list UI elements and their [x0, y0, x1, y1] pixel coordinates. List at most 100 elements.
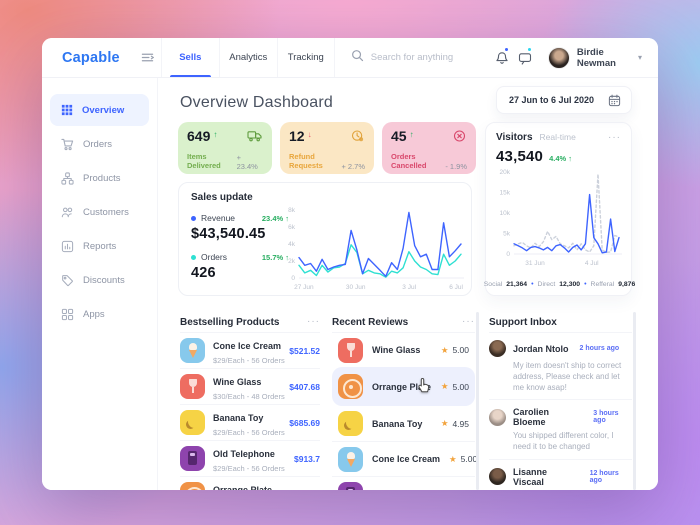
- more-icon[interactable]: ···: [307, 316, 320, 327]
- visitors-line-chart[interactable]: 20k 15k 10k 5k 0 31 Jun 4 Jul: [496, 167, 623, 267]
- user-menu[interactable]: Birdie Newman ▾: [536, 38, 658, 77]
- orders-label: Orders: [201, 252, 227, 262]
- svg-text:20k: 20k: [500, 169, 511, 176]
- product-icon: [180, 482, 205, 490]
- revenue-label: Revenue: [201, 213, 236, 223]
- notification-dot: [504, 47, 510, 52]
- svg-text:3 Jul: 3 Jul: [402, 284, 416, 291]
- message-dot: [526, 47, 532, 52]
- support-inbox-panel: Support Inbox Jordan Ntolo 2 hours ago M…: [489, 312, 636, 490]
- star-icon: ★: [440, 418, 449, 428]
- star-icon: ★: [440, 344, 449, 355]
- cart-icon: [61, 138, 74, 150]
- bullet-icon: •: [531, 281, 534, 288]
- svg-text:5k: 5k: [503, 231, 511, 238]
- messages-icon[interactable]: [513, 38, 536, 77]
- sidebar-item-apps[interactable]: Apps: [50, 298, 149, 330]
- box-network-icon: [61, 171, 74, 185]
- sidebar-item-customers[interactable]: Customers: [50, 196, 149, 228]
- svg-text:27 Jun: 27 Jun: [294, 284, 314, 291]
- sidebar-item-overview[interactable]: Overview: [50, 94, 149, 126]
- truck-icon: [247, 129, 263, 148]
- star-icon: ★: [449, 453, 457, 464]
- orders-delta: 15.7% ↑: [261, 252, 289, 262]
- search-input[interactable]: [370, 52, 491, 63]
- grid-icon: [61, 104, 73, 116]
- product-icon: [338, 481, 363, 490]
- svg-text:2k: 2k: [288, 258, 296, 265]
- tab-tracking[interactable]: Tracking: [276, 38, 335, 77]
- svg-text:0: 0: [291, 275, 295, 282]
- star-icon: ★: [440, 381, 449, 391]
- avatar: [489, 468, 506, 486]
- avatar: [489, 408, 506, 426]
- sidebar-item-products[interactable]: Products: [50, 162, 149, 194]
- revenue-delta: 23.4% ↑: [261, 213, 289, 223]
- svg-text:30 Jun: 30 Jun: [346, 284, 366, 291]
- notifications-bell-icon[interactable]: [491, 38, 514, 77]
- review-row-highlighted[interactable]: Orrange Plate ★ 5.00: [332, 367, 475, 406]
- product-row[interactable]: Wine Glass $30/Each - 48 Orders $407.68: [180, 368, 320, 404]
- product-icon: [180, 410, 205, 435]
- more-icon[interactable]: ···: [608, 132, 621, 143]
- product-row[interactable]: Orrange Plate$29/Each - 56 Orders $682.1…: [180, 476, 320, 490]
- svg-text:6k: 6k: [288, 224, 296, 231]
- app-window: Capable Sells Analytics Tracking Birdie …: [42, 38, 658, 490]
- tab-sells[interactable]: Sells: [160, 38, 219, 77]
- inbox-scrollbar[interactable]: [633, 312, 636, 490]
- recent-reviews-panel: Recent Reviews ··· Wine Glass ★ 5.00 Orra…: [332, 312, 479, 490]
- tab-analytics[interactable]: Analytics: [218, 38, 277, 77]
- users-icon: [61, 207, 73, 217]
- trend-down-icon: ↓: [307, 130, 312, 139]
- reviews-scrollbar[interactable]: [476, 312, 479, 490]
- visitors-card: Visitors Real-time ··· 43,540 4.4% ↑ 20k…: [484, 122, 635, 296]
- review-row[interactable]: Old Telephone ★4.39: [332, 476, 475, 490]
- visitors-value: 43,540: [496, 148, 544, 165]
- review-row[interactable]: Cone Ice Cream ★ 5.00: [332, 441, 477, 476]
- stat-card-items-delivered[interactable]: 649 ↑ Items Delivered + 23.4%: [178, 122, 272, 174]
- product-icon: [338, 411, 363, 436]
- review-row[interactable]: Banana Toy ★ 4.95: [332, 406, 475, 441]
- date-range-picker[interactable]: 27 Jun to 6 Jul 2020: [495, 86, 632, 114]
- product-icon: [338, 337, 363, 363]
- page-title: Overview Dashboard: [180, 94, 333, 111]
- apps-icon: [61, 308, 74, 320]
- svg-text:4 Jul: 4 Jul: [585, 260, 599, 267]
- product-icon: [338, 446, 363, 472]
- svg-text:10k: 10k: [500, 210, 511, 217]
- product-icon: [338, 374, 363, 399]
- sales-title: Sales update: [191, 192, 253, 203]
- svg-text:31 Jun: 31 Jun: [525, 260, 545, 267]
- inbox-message-row[interactable]: Jordan Ntolo 2 hours ago My item doesn't…: [489, 332, 632, 399]
- products-title: Bestselling Products: [180, 316, 280, 328]
- search-bar: [335, 38, 491, 77]
- user-avatar: [547, 46, 570, 69]
- svg-text:4k: 4k: [288, 241, 296, 248]
- sidebar-item-discounts[interactable]: Discounts: [50, 264, 149, 296]
- sales-update-card: Sales update Revenue 23.4% ↑ $43,540.45 …: [178, 182, 472, 296]
- sidebar-item-orders[interactable]: Orders: [50, 128, 149, 160]
- product-row[interactable]: Banana Toy $29/Each - 56 Orders $685.69: [180, 404, 320, 440]
- stat-card-orders-cancelled[interactable]: 45 ↑ Orders Cancelled - 1.9%: [382, 122, 476, 174]
- date-range-value: 27 Jun to 6 Jul 2020: [508, 95, 594, 105]
- inbox-message-row[interactable]: Lisanne Viscaal 12 hours ago Can you ple…: [489, 458, 632, 490]
- orders-value: 426: [191, 265, 216, 281]
- topbar: Capable Sells Analytics Tracking Birdie …: [42, 38, 658, 78]
- bullet-icon: •: [584, 281, 587, 288]
- product-row[interactable]: Old Telephone $29/Each - 56 Orders $913.7: [180, 440, 320, 476]
- sales-line-chart[interactable]: 8k 6k 4k 2k 0 27 Jun 30 Jun 3 Jul 6 Jul: [281, 205, 465, 291]
- orders-dot: [191, 254, 196, 260]
- product-row[interactable]: Cone Ice Cream $29/Each - 56 Orders $521.…: [180, 332, 320, 368]
- sales-legend: Revenue 23.4% ↑ $43,540.45 Orders 15.7% …: [191, 213, 291, 291]
- revenue-value: $43,540.45: [191, 226, 266, 242]
- visitors-title: Visitors: [496, 132, 533, 143]
- menu-collapse-icon[interactable]: [135, 38, 161, 77]
- search-icon: [351, 49, 364, 67]
- review-row[interactable]: Wine Glass ★ 5.00: [332, 332, 475, 367]
- stat-card-refund-requests[interactable]: 12 ↓ Refund Requests + 2.7%: [280, 122, 374, 174]
- product-icon: [180, 338, 205, 363]
- sidebar-item-reports[interactable]: Reports: [50, 230, 149, 262]
- svg-text:6 Jul: 6 Jul: [449, 284, 463, 291]
- inbox-message-row[interactable]: Carolien Bloeme 3 hours ago You shipped …: [489, 399, 632, 459]
- more-icon[interactable]: ···: [462, 316, 475, 327]
